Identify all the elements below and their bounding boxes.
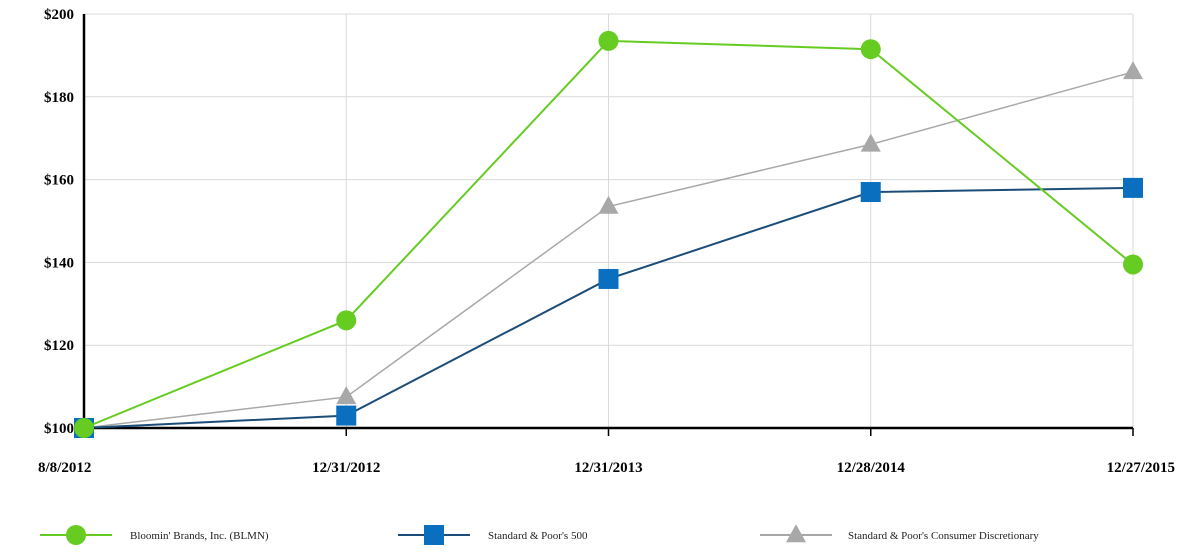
y-tick-label: $100 (44, 421, 74, 437)
legend-label: Standard & Poor's 500 (488, 530, 588, 542)
y-tick-label: $160 (44, 173, 74, 189)
data-point (1123, 254, 1143, 275)
data-point (336, 386, 357, 405)
series-circle (74, 30, 1143, 438)
x-tick-label: 12/28/2014 (837, 460, 906, 476)
data-point (598, 268, 619, 289)
label-layer: $100 $120 $140 $160 $180 $200 8/8/2012 12/31/20… (38, 7, 1175, 476)
data-point (860, 133, 881, 152)
legend-marker (66, 525, 86, 545)
legend-marker (424, 525, 444, 545)
axis-layer (82, 14, 1134, 436)
x-tick-label: 8/8/2012 (38, 460, 91, 476)
series-layer (74, 30, 1143, 438)
data-point (1123, 177, 1143, 198)
legend-label: Bloomin' Brands, Inc. (BLMN) (130, 530, 269, 542)
y-tick-label: $180 (44, 90, 74, 106)
data-point (336, 405, 357, 426)
grid-layer (84, 13, 1134, 428)
y-tick-label: $120 (44, 338, 74, 354)
data-point (1123, 61, 1143, 80)
legend-label: Standard & Poor's Consumer Discretionary (848, 530, 1039, 542)
x-tick-label: 12/31/2012 (312, 460, 380, 476)
data-point (336, 310, 357, 331)
x-tick-label: 12/31/2013 (574, 460, 642, 476)
x-tick-label: 12/27/2015 (1107, 460, 1175, 476)
legend-item: Standard & Poor's 500 (398, 525, 588, 545)
y-tick-label: $200 (44, 7, 74, 23)
legend: Bloomin' Brands, Inc. (BLMN) Standard & P… (40, 524, 1039, 545)
y-tick-label: $140 (44, 255, 74, 271)
legend-item: Standard & Poor's Consumer Discretionary (760, 524, 1039, 543)
data-point (598, 30, 619, 51)
data-point (598, 195, 619, 214)
data-point (74, 418, 94, 438)
legend-marker (786, 524, 806, 543)
data-point (860, 182, 881, 203)
data-point (860, 39, 881, 60)
legend-item: Bloomin' Brands, Inc. (BLMN) (40, 525, 269, 545)
